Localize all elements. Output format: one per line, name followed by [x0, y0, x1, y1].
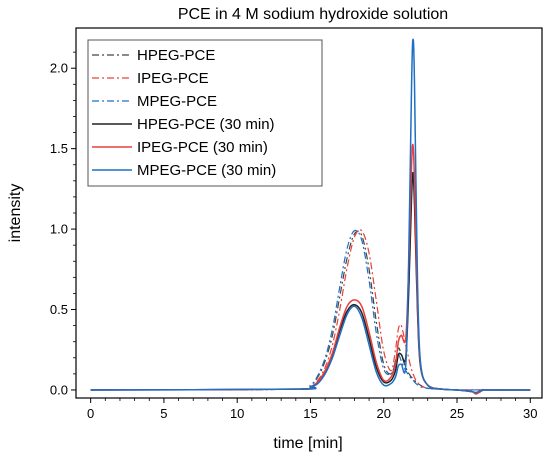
legend-box: [87, 39, 323, 187]
legend-label: MPEG-PCE: [137, 93, 217, 110]
series-line-2: [90, 229, 531, 391]
x-tick-label: 15: [303, 406, 317, 421]
x-axis: 0 5 10 15 20 25 30: [87, 398, 538, 421]
x-tick-label: 20: [377, 406, 391, 421]
series-line-1: [90, 230, 531, 391]
series-layer: [90, 38, 531, 395]
y-axis: 0.0 0.5 1.0 1.5 2.0: [50, 51, 76, 397]
x-tick-label: 25: [450, 406, 464, 421]
legend-label: IPEG-PCE: [137, 70, 209, 87]
series-line-3: [90, 229, 531, 391]
chart-title: PCE in 4 M sodium hydroxide solution: [178, 6, 448, 23]
series-line-4: [90, 171, 531, 394]
x-tick-label: 10: [230, 406, 244, 421]
legend-label: HPEG-PCE (30 min): [137, 116, 275, 133]
x-tick-label: 5: [160, 406, 167, 421]
y-axis-label: intensity: [7, 184, 24, 243]
legend: HPEG-PCE IPEG-PCE MPEG-PCE HPEG-PCE (30 min…: [87, 39, 323, 187]
y-tick-label: 0.0: [50, 382, 68, 397]
legend-label: HPEG-PCE: [137, 47, 215, 64]
legend-label: MPEG-PCE (30 min): [137, 162, 276, 179]
x-axis-label: time [min]: [273, 435, 342, 452]
x-tick-label: 30: [523, 406, 537, 421]
y-tick-label: 1.5: [50, 141, 68, 156]
x-tick-label: 0: [87, 406, 94, 421]
series-line-6: [90, 38, 531, 394]
y-tick-label: 1.0: [50, 222, 68, 237]
legend-label: IPEG-PCE (30 min): [137, 139, 268, 156]
y-tick-label: 0.5: [50, 302, 68, 317]
y-tick-label: 2.0: [50, 61, 68, 76]
